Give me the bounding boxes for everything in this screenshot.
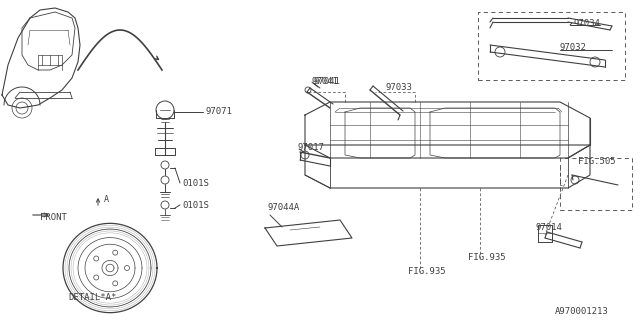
Bar bbox=[560, 158, 632, 210]
Text: 97032: 97032 bbox=[560, 44, 587, 52]
Text: 0101S: 0101S bbox=[182, 201, 209, 210]
Text: FRONT: FRONT bbox=[40, 213, 67, 222]
Text: FIG.505: FIG.505 bbox=[578, 157, 616, 166]
Text: A970001213: A970001213 bbox=[555, 308, 609, 316]
Text: 97017: 97017 bbox=[298, 143, 325, 153]
Text: 97041: 97041 bbox=[312, 77, 339, 86]
Text: 97071: 97071 bbox=[205, 108, 232, 116]
Text: FIG.935: FIG.935 bbox=[468, 253, 506, 262]
Text: FIG.935: FIG.935 bbox=[408, 268, 445, 276]
Text: 0101S: 0101S bbox=[182, 179, 209, 188]
Text: 97041: 97041 bbox=[314, 77, 341, 86]
Text: 97044A: 97044A bbox=[268, 204, 300, 212]
Bar bbox=[478, 12, 625, 80]
Text: 97033: 97033 bbox=[385, 84, 412, 92]
Text: 97034: 97034 bbox=[573, 19, 600, 28]
Text: A: A bbox=[104, 196, 109, 204]
Text: DETAIL*A*: DETAIL*A* bbox=[68, 293, 116, 302]
Text: 97014: 97014 bbox=[536, 223, 563, 233]
